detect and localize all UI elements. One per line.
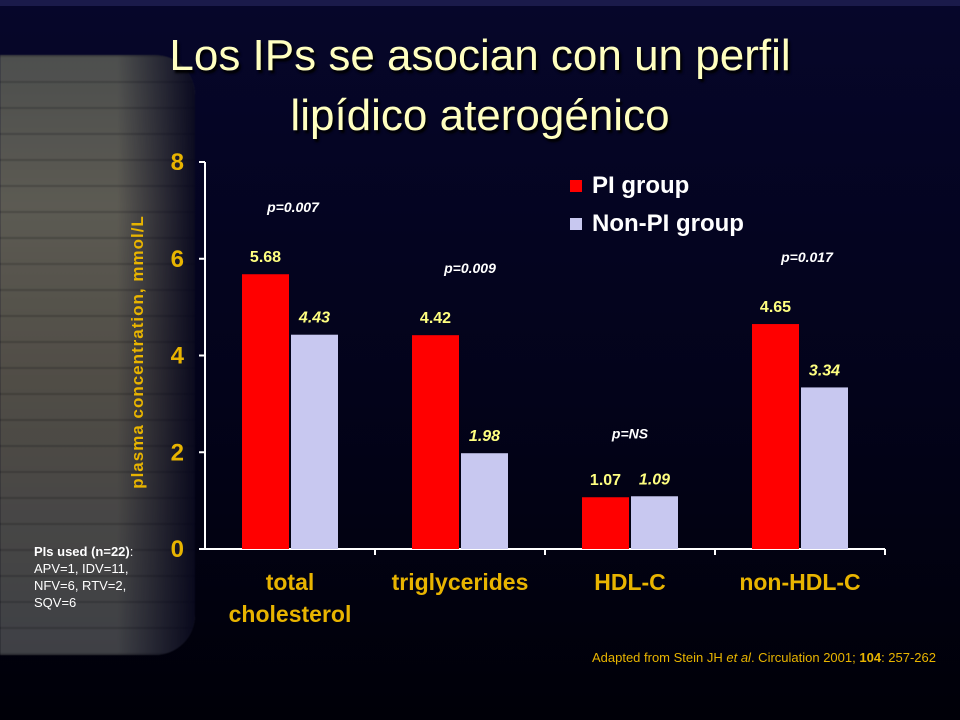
p-value-annotation-2: p=0.009 [443,260,496,276]
legend-label-non-pi-group: Non-PI group [592,210,744,237]
value-label-pi-group-total-cholesterol: 5.68 [250,249,281,266]
p-value-annotation-3: p=NS [611,425,649,441]
value-label-pi-group-triglycerides: 4.42 [420,310,451,327]
bar-non-pi-group-non-hdl-c [801,387,848,549]
source-suffix: : 257-262 [881,650,936,665]
p-value-annotation-1: p=0.007 [266,199,320,215]
y-tick-label-8: 8 [171,149,184,176]
pi-note-text: : APV=1, IDV=11, NFV=6, RTV=2, SQV=6 [34,544,134,610]
source-citation: Adapted from Stein JH et al. Circulation… [592,650,936,665]
value-label-non-pi-group-total-cholesterol: 4.43 [298,310,330,327]
x-tick-label-total-cholesterol-0: total [266,569,315,595]
source-etal: et al [726,650,751,665]
bar-pi-group-hdl-c [582,497,629,549]
bar-pi-group-triglycerides [412,335,459,549]
x-tick-label-hdl-c: HDL-C [594,569,666,595]
slide-title-line-1: Los IPs se asocian con un perfil [169,31,791,80]
bar-non-pi-group-triglycerides [461,453,508,549]
y-tick-label-4: 4 [171,343,185,370]
bar-pi-group-non-hdl-c [752,324,799,549]
y-tick-label-0: 0 [171,536,184,563]
source-mid: . Circulation 2001; [750,650,860,665]
pi-note-label: PIs used (n=22) [34,544,130,559]
bar-non-pi-group-hdl-c [631,496,678,549]
y-tick-label-6: 6 [171,246,184,273]
side-photo-image [0,55,195,655]
pi-used-note: PIs used (n=22): APV=1, IDV=11, NFV=6, R… [34,543,164,611]
source-prefix: Adapted from Stein JH [591,650,727,665]
y-tick-label-2: 2 [171,439,184,466]
value-label-pi-group-hdl-c: 1.07 [590,472,621,489]
legend-label-pi-group: PI group [592,172,690,199]
x-tick-label-non-hdl-c: non-HDL-C [739,569,860,595]
x-tick-label-total-cholesterol-1: cholesterol [229,601,352,627]
slide-title-line-2: lipídico aterogénico [290,91,670,140]
x-tick-label-triglycerides: triglycerides [392,569,529,595]
bar-non-pi-group-total-cholesterol [291,334,338,549]
legend-swatch-non-pi-group [570,218,582,230]
value-label-non-pi-group-hdl-c: 1.09 [639,471,670,488]
p-value-annotation-4: p=0.017 [780,249,834,265]
value-label-non-pi-group-triglycerides: 1.98 [469,428,500,445]
value-label-pi-group-non-hdl-c: 4.65 [760,299,791,316]
value-label-non-pi-group-non-hdl-c: 3.34 [809,362,840,379]
legend-swatch-pi-group [570,180,582,192]
source-volume: 104 [859,650,882,665]
bar-pi-group-total-cholesterol [242,274,289,549]
top-band [0,0,960,6]
